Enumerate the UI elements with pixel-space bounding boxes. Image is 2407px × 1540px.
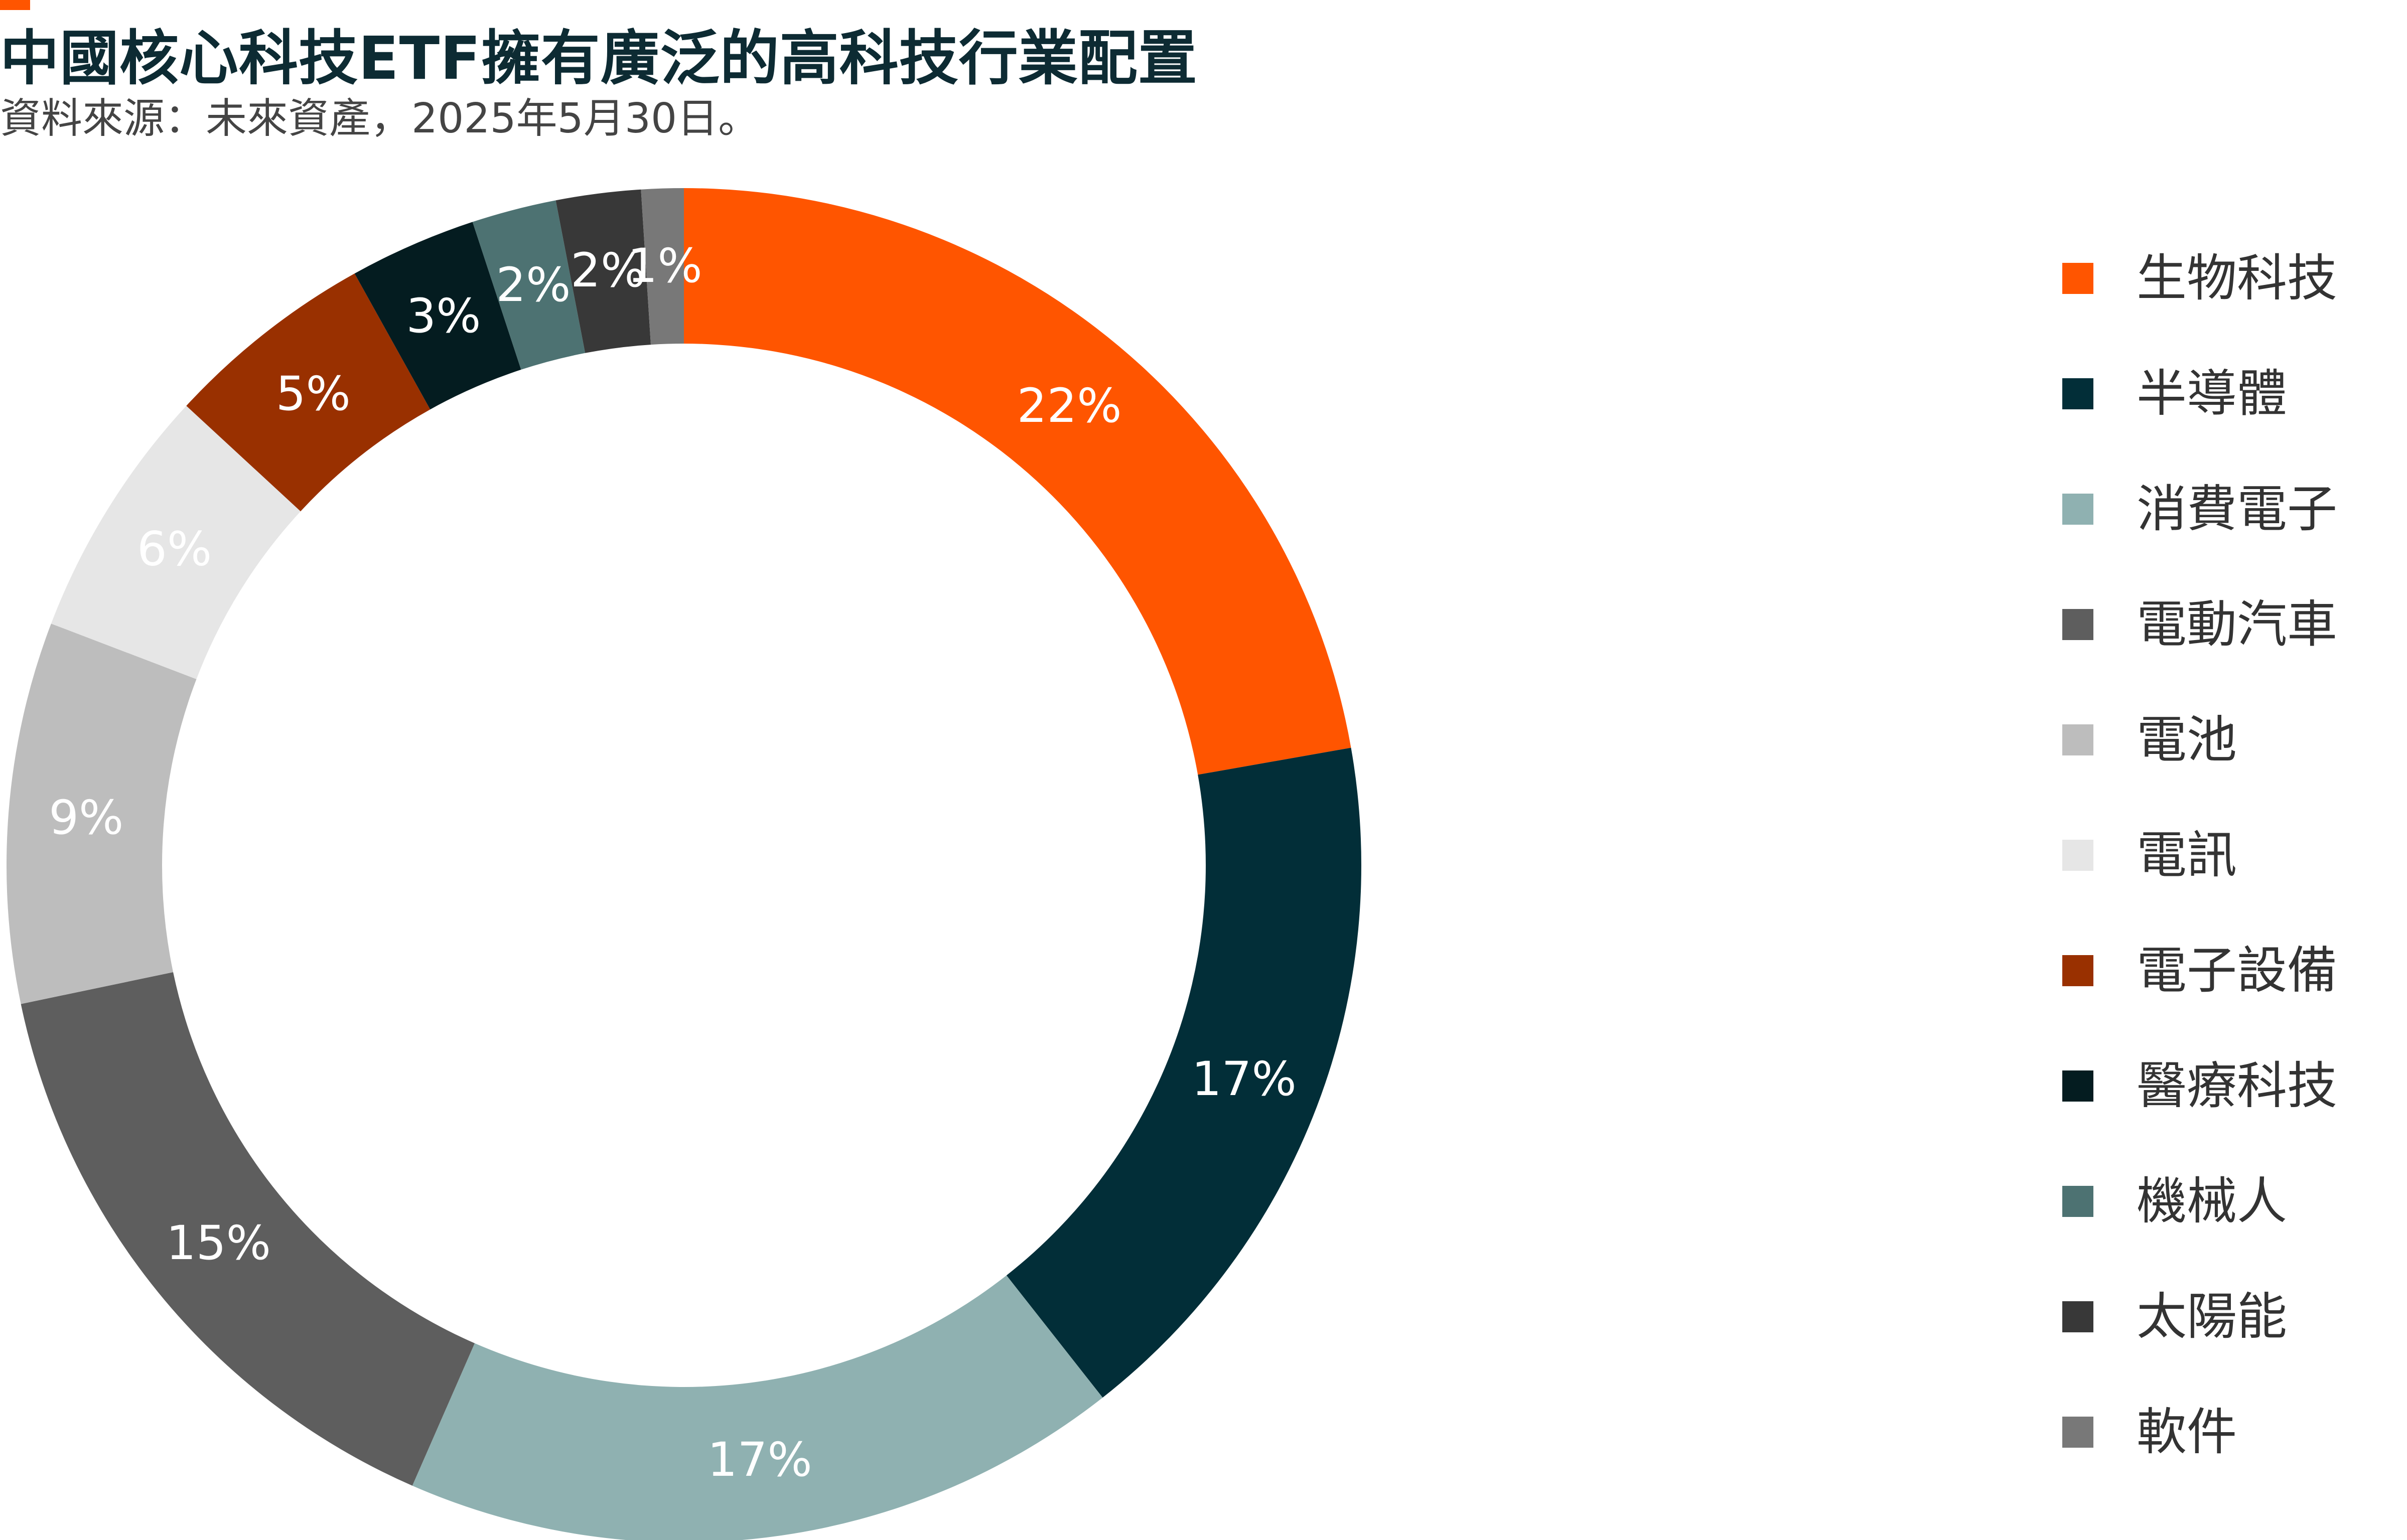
legend-item: 電子設備: [2062, 913, 2337, 1028]
donut-slice-6: [51, 406, 301, 679]
legend-swatch: [2062, 840, 2093, 871]
donut-slice-8: [354, 222, 521, 410]
slice-value-label: 2%: [571, 243, 645, 298]
donut-slice-3: [412, 1275, 1103, 1540]
legend-label: 醫療科技: [2137, 1056, 2337, 1115]
legend-label: 電池: [2137, 710, 2237, 769]
legend-item: 消費電子: [2062, 451, 2337, 567]
legend-label: 電子設備: [2137, 941, 2337, 1000]
legend-swatch: [2062, 263, 2093, 294]
legend-item: 軟件: [2062, 1374, 2337, 1490]
legend-item: 半導體: [2062, 336, 2337, 451]
chart-title: 中國核心科技ETF擁有廣泛的高科技行業配置: [0, 24, 1198, 93]
slice-value-label: 15%: [166, 1216, 271, 1271]
legend-label: 消費電子: [2137, 480, 2337, 538]
slice-value-label: 17%: [1192, 1052, 1297, 1107]
legend-label: 電動汽車: [2137, 595, 2337, 654]
legend-item: 機械人: [2062, 1144, 2337, 1259]
slice-value-label: 22%: [1017, 379, 1122, 433]
legend-swatch: [2062, 609, 2093, 640]
slice-value-label: 2%: [496, 258, 571, 313]
legend-swatch: [2062, 1070, 2093, 1102]
donut-slice-9: [472, 200, 586, 370]
slice-value-label: 6%: [137, 522, 212, 576]
legend-swatch: [2062, 1301, 2093, 1332]
donut-slice-11: [641, 188, 684, 345]
legend-item: 電池: [2062, 682, 2337, 798]
legend-label: 機械人: [2137, 1172, 2287, 1230]
legend-label: 太陽能: [2137, 1287, 2287, 1346]
donut-slice-4: [21, 972, 475, 1486]
legend-swatch: [2062, 724, 2093, 755]
legend-label: 半導體: [2137, 364, 2287, 423]
legend-swatch: [2062, 494, 2093, 525]
legend-swatch: [2062, 378, 2093, 409]
legend-item: 太陽能: [2062, 1259, 2337, 1374]
chart-legend: 生物科技半導體消費電子電動汽車電池電訊電子設備醫療科技機械人太陽能軟件: [2062, 221, 2337, 1490]
legend-label: 生物科技: [2137, 249, 2337, 307]
legend-swatch: [2062, 1417, 2093, 1448]
legend-label: 電訊: [2137, 826, 2237, 884]
accent-bar: [0, 0, 30, 10]
legend-item: 生物科技: [2062, 221, 2337, 336]
donut-slice-2: [1006, 747, 1361, 1398]
donut-slice-1: [684, 188, 1351, 775]
legend-item: 電動汽車: [2062, 567, 2337, 682]
slice-value-label: 3%: [406, 289, 481, 344]
legend-swatch: [2062, 1186, 2093, 1217]
legend-label: 軟件: [2137, 1403, 2237, 1461]
legend-swatch: [2062, 955, 2093, 986]
slice-value-label: 1%: [628, 239, 702, 293]
legend-item: 醫療科技: [2062, 1028, 2337, 1144]
donut-slice-5: [6, 624, 197, 1004]
slice-value-label: 5%: [276, 367, 351, 421]
donut-slice-7: [186, 273, 431, 512]
chart-source-note: 資料來源：未來資產，2025年5月30日。: [0, 95, 760, 142]
legend-item: 電訊: [2062, 798, 2337, 913]
slice-value-label: 9%: [49, 791, 123, 845]
donut-slice-10: [555, 189, 651, 353]
slice-value-label: 17%: [707, 1433, 812, 1487]
